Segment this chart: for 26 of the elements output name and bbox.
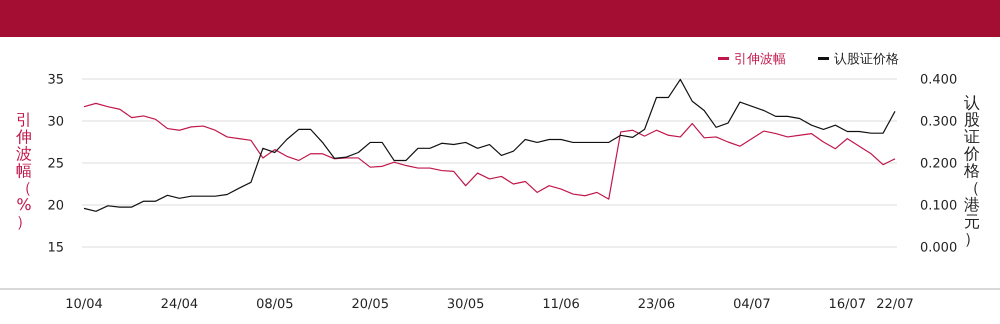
x-tick-label: 16/07 [828, 297, 866, 312]
x-tick-label: 10/04 [65, 297, 103, 312]
text: 认股证价格（港元） [964, 93, 980, 248]
y-tick-label: 20 [47, 198, 64, 214]
y2-tick-label: 0.200 [920, 156, 958, 172]
line-series [83, 102, 896, 200]
x-tick-label: 04/07 [733, 297, 771, 312]
x-tick-label: 22/07 [876, 297, 914, 312]
y-tick-label: 15 [47, 240, 64, 256]
y2-tick-label: 0.400 [920, 72, 958, 88]
legend-label: 认股证价格 [834, 52, 899, 67]
y-tick-label: 35 [47, 72, 64, 88]
y2-tick-label: 0.000 [920, 240, 958, 256]
x-tick-label: 08/05 [256, 297, 294, 312]
x-tick-label: 20/05 [352, 297, 389, 312]
line-series [83, 78, 896, 212]
legend-label: 引伸波幅 [734, 52, 786, 67]
y-tick-label: 25 [47, 156, 64, 172]
x-tick-label: 11/06 [542, 297, 580, 312]
x-tick-label: 30/05 [446, 297, 484, 312]
y-tick-label: 30 [47, 114, 64, 130]
x-tick-label: 23/06 [638, 297, 676, 312]
x-tick-label: 24/04 [160, 297, 198, 312]
y2-tick-label: 0.100 [920, 198, 958, 214]
y2-tick-label: 0.300 [920, 114, 958, 130]
y-axis-title: 引伸波幅（%） [15, 110, 32, 231]
